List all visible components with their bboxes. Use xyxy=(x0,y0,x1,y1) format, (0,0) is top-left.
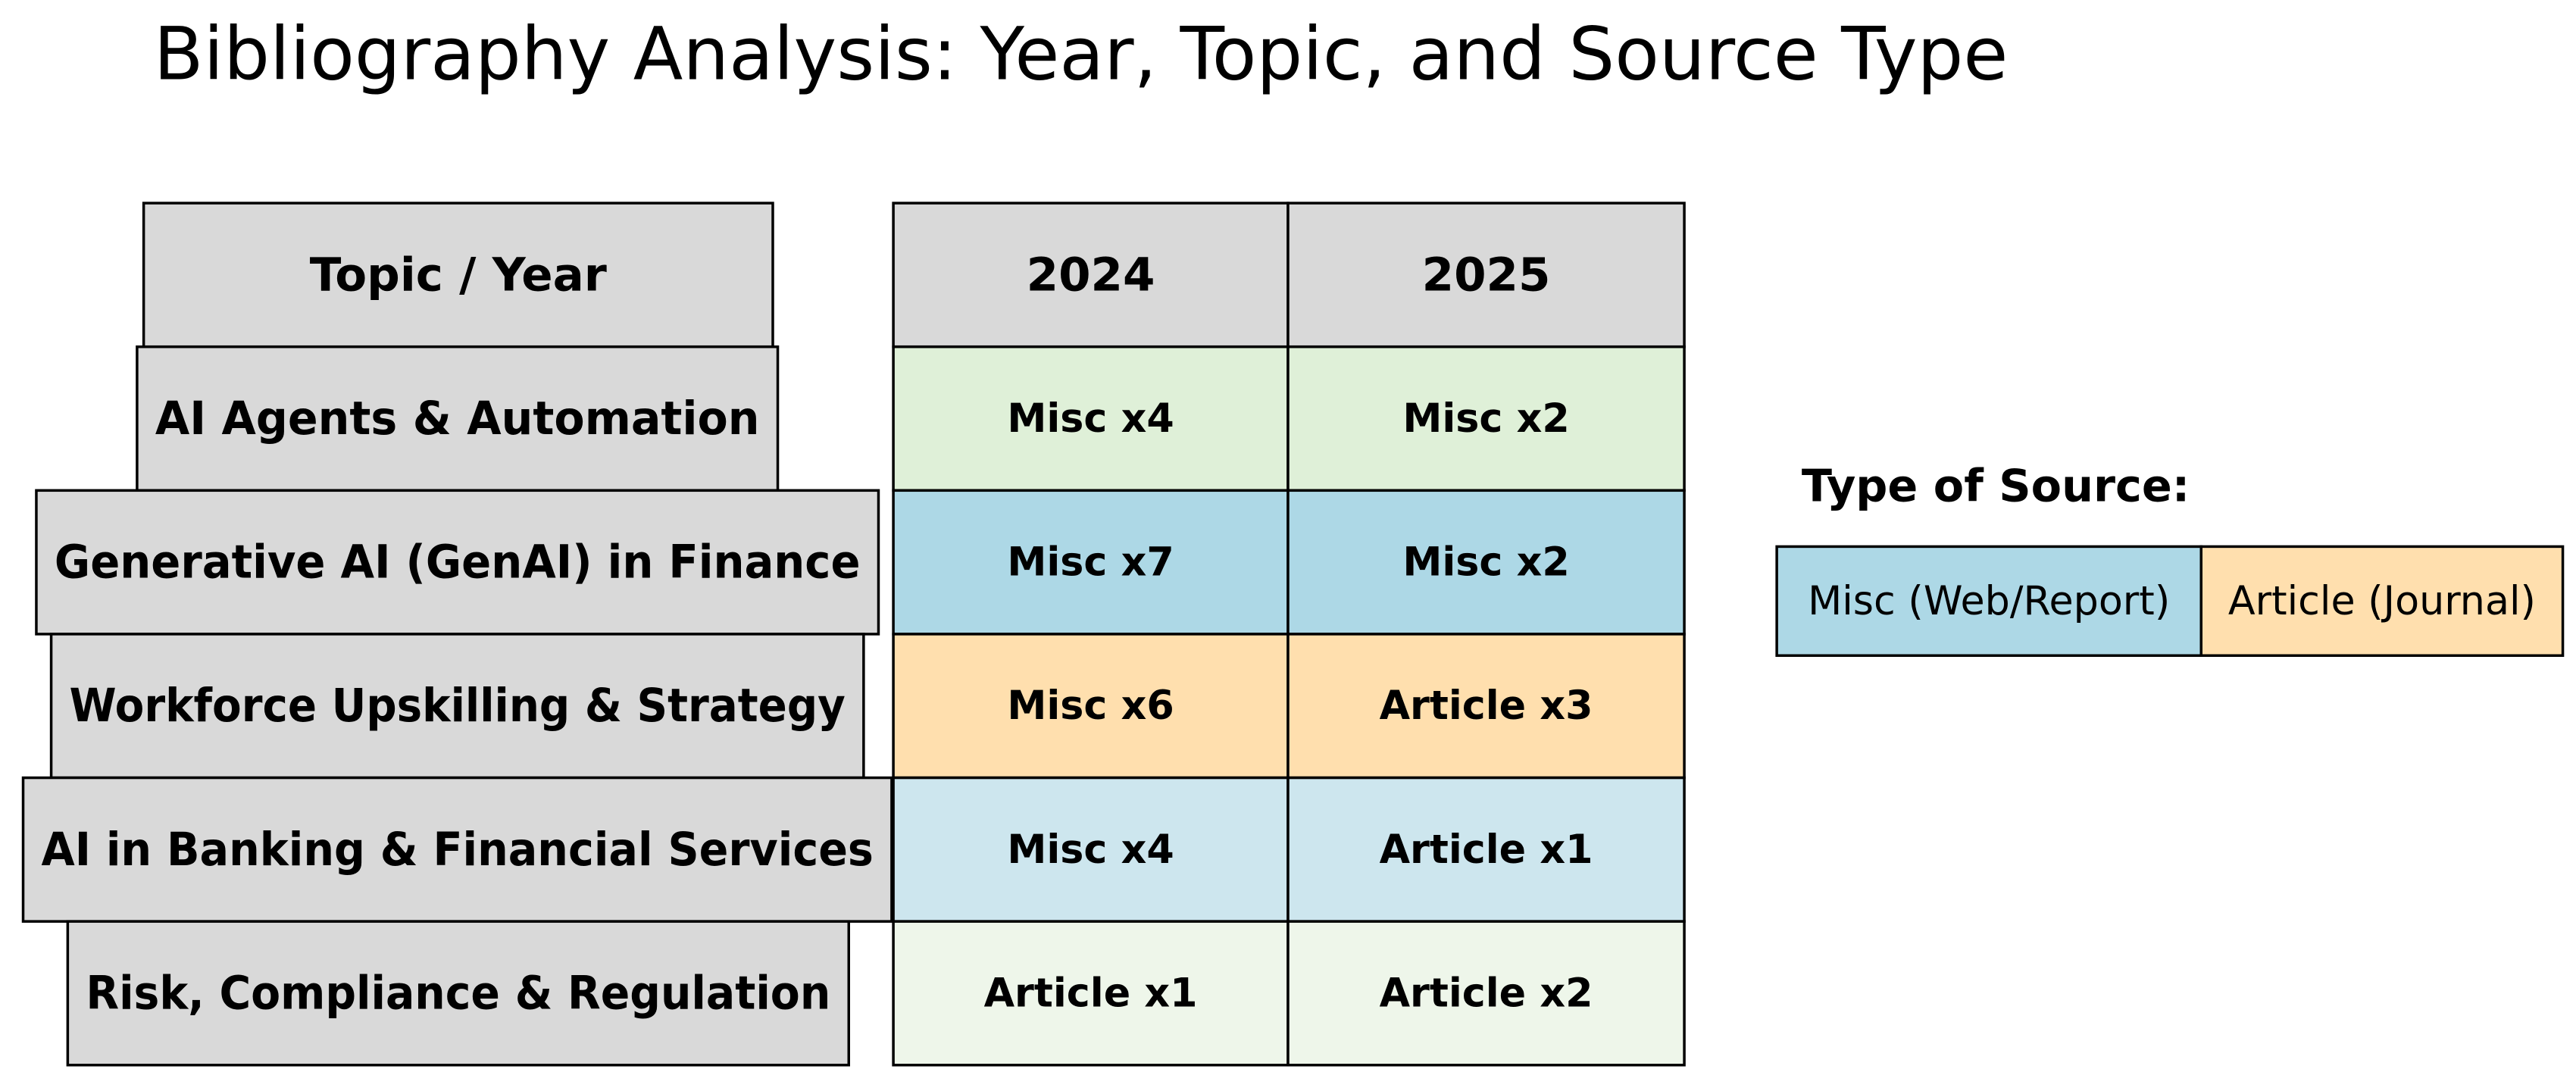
legend-label: Article (Journal) xyxy=(2228,578,2536,624)
count-cell xyxy=(1286,633,1686,780)
count-cell xyxy=(1286,920,1686,1067)
count-cell xyxy=(892,345,1290,492)
count-cell xyxy=(1286,345,1686,492)
header-cell xyxy=(142,202,774,349)
topic-label: Generative AI (GenAI) in Finance xyxy=(55,536,861,589)
count-label: Misc x4 xyxy=(1007,827,1174,873)
count-label: Article x1 xyxy=(1380,827,1593,873)
count-label: Misc x2 xyxy=(1402,395,1569,442)
legend-label: Misc (Web/Report) xyxy=(1808,578,2170,624)
count-label: Misc x2 xyxy=(1402,539,1569,586)
year-label: 2024 xyxy=(1027,248,1155,302)
year-header-cell xyxy=(892,202,1290,349)
count-label: Misc x7 xyxy=(1007,539,1174,586)
count-label: Misc x6 xyxy=(1007,683,1174,729)
legend-swatch xyxy=(1775,545,2202,658)
title: Bibliography Analysis: Year, Topic, and … xyxy=(154,12,2009,97)
count-label: Article x3 xyxy=(1380,683,1593,729)
topic-cell xyxy=(136,345,780,492)
topic-cell xyxy=(49,633,865,780)
count-label: Misc x4 xyxy=(1007,395,1174,442)
topic-label: Risk, Compliance & Regulation xyxy=(86,966,830,1020)
year-label: 2025 xyxy=(1422,248,1551,302)
count-cell xyxy=(1286,776,1686,923)
year-header-cell xyxy=(1286,202,1686,349)
count-cell xyxy=(892,920,1290,1067)
count-cell xyxy=(892,489,1290,636)
topic-cell xyxy=(66,920,850,1067)
header-label: Topic / Year xyxy=(310,248,607,302)
topic-label: AI in Banking & Financial Services xyxy=(41,823,873,877)
legend-swatch xyxy=(2199,545,2565,658)
topic-label: AI Agents & Automation xyxy=(155,392,760,445)
count-label: Article x1 xyxy=(984,970,1198,1016)
legend-title: Type of Source: xyxy=(1802,459,2190,511)
count-cell xyxy=(892,776,1290,923)
topic-label: Workforce Upskilling & Strategy xyxy=(70,679,846,733)
topic-cell xyxy=(21,776,893,923)
count-label: Article x2 xyxy=(1380,970,1593,1016)
